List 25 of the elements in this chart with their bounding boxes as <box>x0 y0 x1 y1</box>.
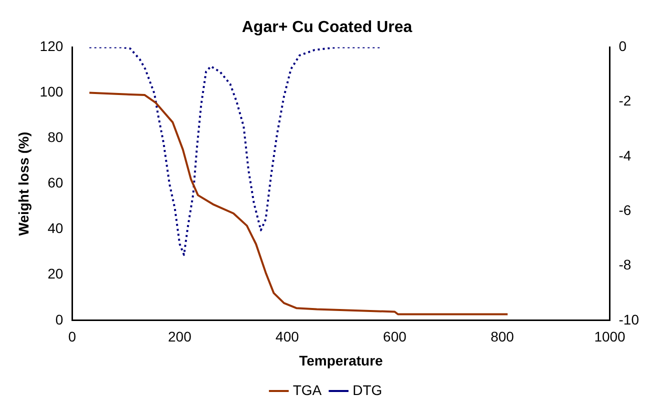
y-tick-label: 120 <box>40 38 64 54</box>
x-tick-label: 600 <box>383 328 407 345</box>
y2-tick-label: -4 <box>618 147 632 164</box>
y-axis-title: Weight loss (%) <box>15 132 32 236</box>
x-axis-title: Temperature <box>299 352 384 368</box>
x-tick-label: 200 <box>168 328 192 345</box>
y-tick-label: 40 <box>48 220 64 236</box>
y2-tick-label: -6 <box>618 202 632 218</box>
x-tick-label: 400 <box>276 328 300 345</box>
y-tick-label: 80 <box>48 129 64 146</box>
chart-title: Agar+ Cu Coated Urea <box>242 19 412 36</box>
y2-tick-label: -8 <box>618 256 632 273</box>
y2-tick-label: -10 <box>618 311 640 328</box>
x-tick-label: 0 <box>68 328 76 345</box>
x-tick-label: 800 <box>490 328 514 345</box>
legend-label: TGA <box>292 382 322 398</box>
x-tick-label: 1000 <box>594 328 626 345</box>
y-tick-label: 0 <box>55 311 64 328</box>
y-tick-label: 60 <box>48 174 64 191</box>
line-series <box>88 47 382 256</box>
y2-tick-label: -2 <box>618 92 632 109</box>
y2-tick-label: 0 <box>618 38 627 54</box>
y-tick-label: 20 <box>48 266 64 282</box>
y-tick-label: 100 <box>40 84 64 100</box>
legend-label: DTG <box>352 382 382 398</box>
